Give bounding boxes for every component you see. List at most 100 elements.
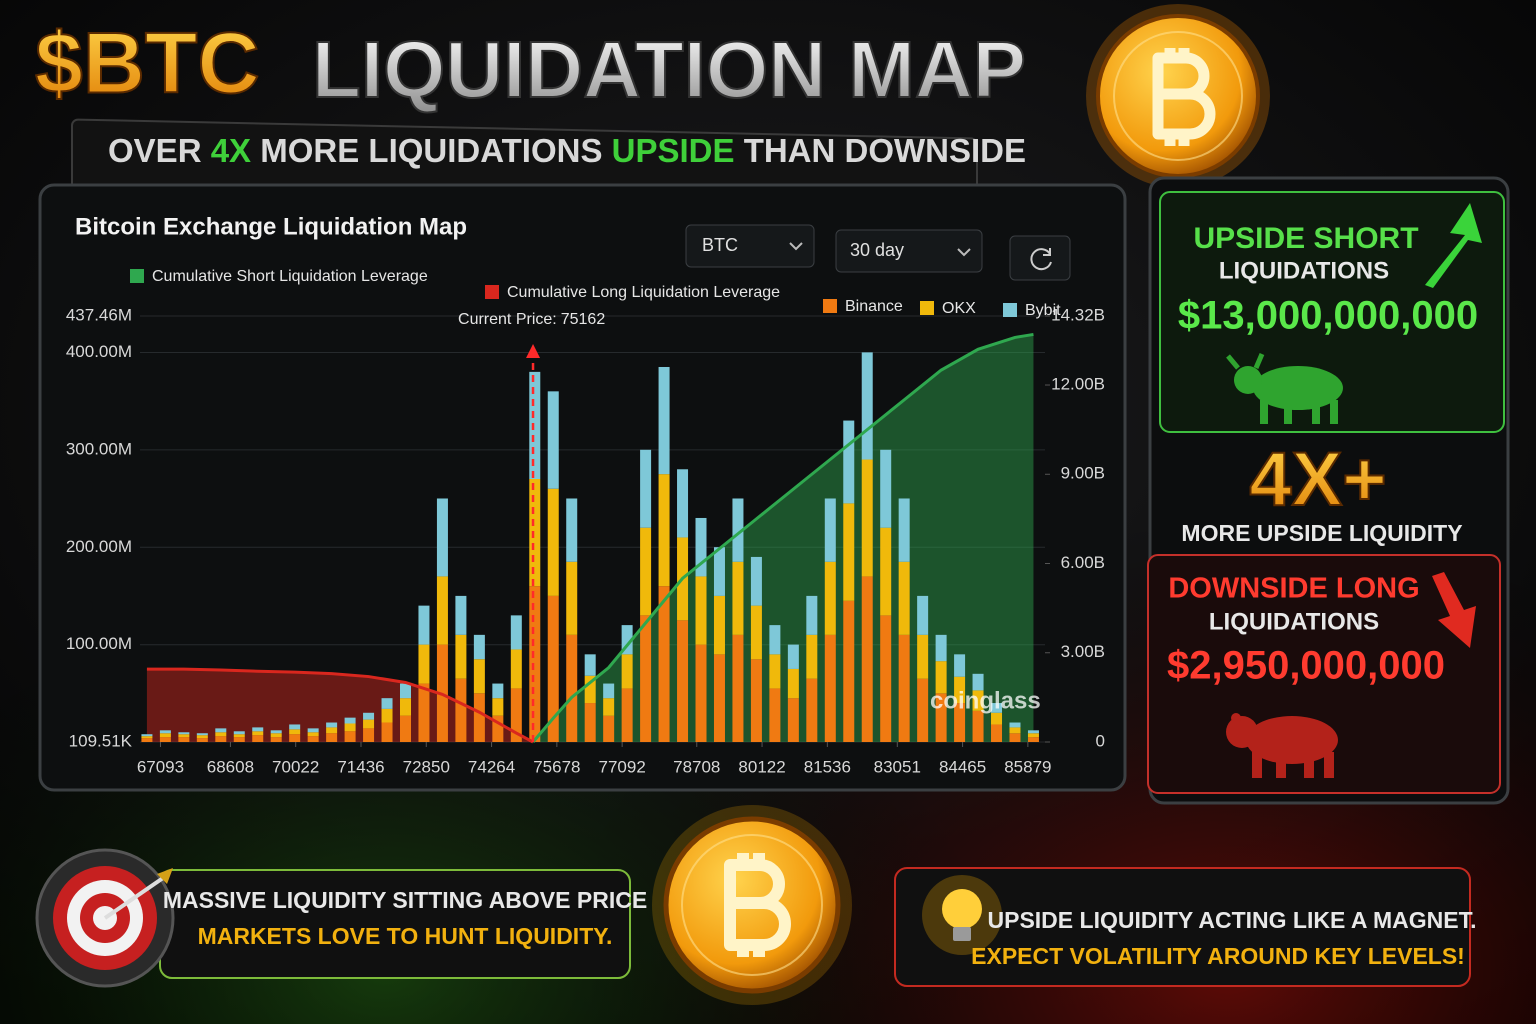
bar-segment [677,469,689,538]
dropdown-caret [957,248,971,257]
bar-segment [141,736,153,739]
bar-segment [824,561,836,635]
bar-segment [603,698,615,716]
bar-segment [418,683,430,742]
downside-subtitle: LIQUIDATIONS [1209,608,1379,635]
ratio-caption: MORE UPSIDE LIQUIDITY [1181,520,1462,546]
bar-segment [307,736,319,742]
bar-segment [806,634,818,679]
dropdown[interactable] [685,224,815,268]
bar-segment [529,586,541,742]
bar-segment [510,688,522,742]
bar-segment [880,449,892,528]
upside-subtitle: LIQUIDATIONS [1219,257,1389,284]
current-price-caption: Current Price: [458,311,557,328]
title-main: LIQUIDATION MAP [312,25,1026,114]
bar-segment [787,698,799,742]
y2-tick-label: 9.00B [1061,464,1105,483]
y-tick-label: 100.00M [66,634,132,653]
bar-segment [196,733,208,736]
subtitle-part: THAN DOWNSIDE [744,132,1026,169]
bar-segment [658,586,670,742]
bar-segment [898,561,910,635]
y2-tick-label: 3.00B [1061,642,1105,661]
bar-segment [584,675,596,704]
bar-segment [473,659,485,694]
bar-segment [215,736,227,742]
bar-segment [954,654,966,677]
y2-tick-label: 0 [1096,731,1105,750]
bar-segment [344,731,356,742]
bar-segment [898,498,910,562]
bar-segment [954,676,966,704]
bar-segment [769,688,781,742]
bar-segment [640,615,652,742]
current-price-arrow [526,344,541,358]
bar-segment [233,737,245,742]
cumulative-line [531,332,1034,743]
footer-left-line: MASSIVE LIQUIDITY SITTING ABOVE PRICE [163,887,647,913]
bar-segment [473,634,485,660]
bar-segment [252,731,264,736]
bar-segment [196,735,208,739]
bar-segment [861,352,873,460]
bar-segment [215,728,227,733]
bar-segment [640,527,652,616]
bar-segment [695,576,707,645]
x-tick-label: 71436 [337,757,384,776]
legend-label: OKX [942,300,976,317]
bar-segment [917,634,929,679]
bar-segment [603,715,615,742]
bar-segment [307,728,319,733]
bar-segment [252,727,264,732]
symbol-select[interactable]: BTC [685,224,815,268]
x-tick-label: 72850 [403,757,450,776]
upside-amount: $13,000,000,000 [1178,294,1478,338]
bar-segment [917,678,929,742]
down-arrow [1432,572,1476,648]
legend-swatch [485,285,499,299]
bar-segment [713,547,725,596]
legend-label: Cumulative Short Liquidation Leverage [152,268,428,285]
bar-segment [418,644,430,684]
bar-segment [621,625,633,655]
y-tick-label: 109.51K [69,731,133,750]
bar-segment [215,732,227,737]
bar-segment [399,715,411,742]
refresh-icon [1030,248,1052,271]
dropdown-label[interactable]: BTC [702,235,738,255]
bar-segment [289,734,301,742]
ratio-headline: 4X+ [1249,437,1386,522]
y2-tick-label: 6.00B [1061,553,1105,572]
x-tick-label: 80122 [738,757,785,776]
plot: 109.51K 100.00M 200.00M 300.00M 400.00M 437.4… [66,268,1105,776]
subtitle-part: OVER [108,132,202,169]
bulb-icon [922,875,1002,955]
x-tick-label: 75678 [533,757,580,776]
bar-segment [529,479,541,587]
bar-segment [732,561,744,635]
bar-segment [1027,737,1039,742]
bar-segment [381,698,393,709]
bar-segment [917,595,929,635]
bar-segment [326,733,338,742]
bar-segment [769,654,781,689]
bar-segment [713,595,725,655]
bar-segment [547,595,559,742]
bar-segment [270,730,282,734]
bull-icon [1226,353,1343,424]
bar-segment [566,634,578,742]
bar-segment [843,503,855,601]
bar-segment [363,728,375,742]
range-select[interactable]: 30 day [835,229,983,273]
bar-segment [713,654,725,742]
bar-segment [436,576,448,645]
button[interactable] [1009,235,1071,281]
bar-segment [972,710,984,742]
bar-segment [658,474,670,587]
x-tick-label: 78708 [673,757,720,776]
bar-segment [233,734,245,738]
dropdown[interactable] [835,229,983,273]
dropdown-label[interactable]: 30 day [850,240,904,260]
refresh-button[interactable] [1009,235,1071,281]
